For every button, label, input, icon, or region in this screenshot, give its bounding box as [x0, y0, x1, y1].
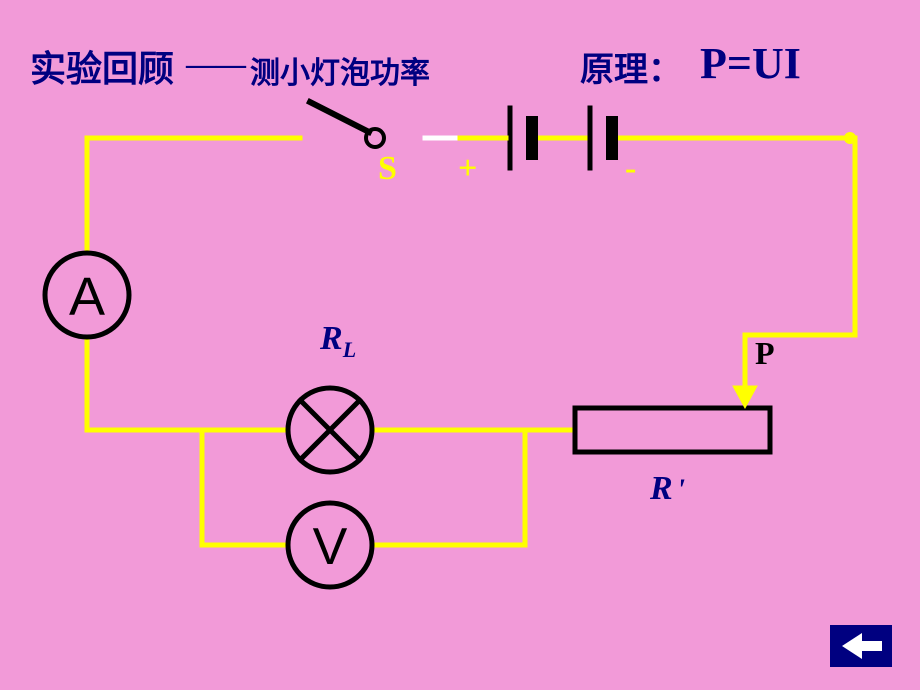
circuit-svg: AV [0, 0, 920, 690]
minus-label: - [625, 150, 636, 188]
title-part2: 测小灯泡功率 [250, 48, 430, 92]
diagram-stage: AV 实验回顾 —— 测小灯泡功率 原理： P=UI S + - RL P R' [0, 0, 920, 690]
principle-label: 原理： [580, 42, 682, 91]
title-dash: —— [186, 48, 246, 82]
svg-text:A: A [69, 267, 105, 327]
slider-label: P [755, 335, 775, 372]
back-arrow-icon[interactable] [860, 641, 882, 651]
svg-text:V: V [313, 518, 348, 576]
title-part1: 实验回顾 [30, 40, 174, 92]
rprime-label: R' [650, 470, 685, 508]
rl-label: RL [320, 320, 356, 363]
plus-label: + [458, 150, 477, 188]
formula: P=UI [700, 38, 801, 89]
switch-label: S [378, 150, 397, 188]
